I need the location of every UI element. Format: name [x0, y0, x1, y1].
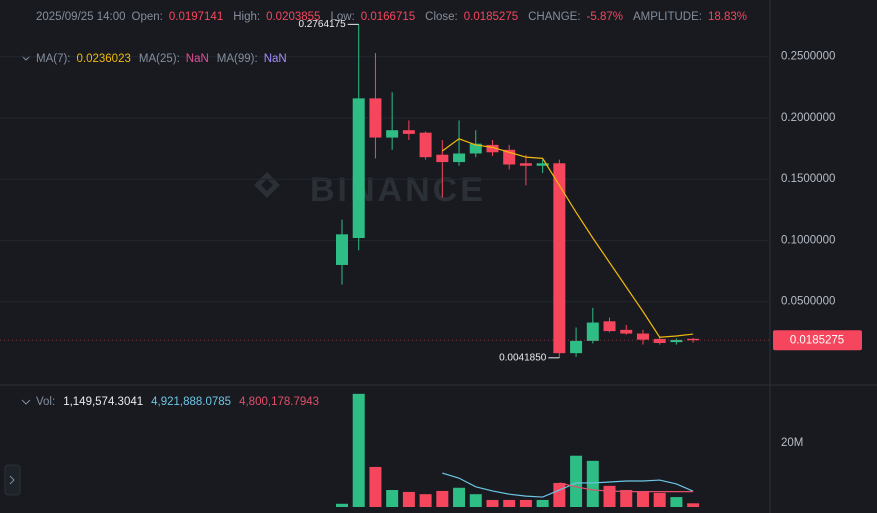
candle-body	[653, 338, 666, 343]
volume-bar	[519, 499, 532, 507]
volume-bar	[503, 499, 516, 507]
volume-bar	[486, 499, 499, 507]
volume-bar	[620, 490, 633, 507]
legend-name: MA(99):	[217, 53, 258, 65]
header-value: 0.0166715	[360, 11, 416, 23]
candle-body	[402, 130, 415, 134]
ma-toggle[interactable]	[21, 55, 31, 61]
candle-body	[536, 163, 549, 166]
volume-bar	[352, 393, 365, 507]
legend-name: MA(7):	[36, 53, 71, 65]
candle-body	[570, 340, 583, 354]
y-tick-label: 20M	[781, 437, 803, 449]
header-value: 0.0203855	[266, 11, 321, 23]
legend-value: 4,921,888.0785	[151, 396, 231, 408]
legend-name: MA(25):	[139, 53, 180, 65]
candle-body	[352, 98, 365, 239]
volume-bar	[336, 503, 348, 507]
candle-body	[586, 322, 599, 341]
volume-bar	[536, 499, 549, 507]
candle-body	[453, 153, 466, 163]
legend-value: 1,149,574.3041	[63, 396, 143, 408]
watermark-logo	[254, 172, 280, 198]
volume-bar	[369, 466, 382, 507]
candle-body	[670, 339, 683, 343]
header-value: 18.83%	[707, 11, 747, 23]
volume-bar	[402, 491, 415, 507]
volume-bar	[687, 503, 700, 507]
volume-bar	[570, 455, 583, 507]
last-price-label: 0.0185275	[790, 334, 844, 346]
header-label: Open:	[131, 11, 163, 23]
legend-value: NaN	[186, 53, 209, 65]
side-tab[interactable]	[4, 464, 21, 496]
volume-bar	[670, 497, 683, 507]
legend-name: Vol:	[36, 396, 55, 408]
ma-line	[441, 138, 694, 338]
header-label: Close:	[425, 11, 458, 23]
legend-value: 4,800,178.7943	[239, 396, 319, 408]
volume-ma-line	[559, 482, 694, 493]
legend-value: 0.0236023	[77, 53, 131, 65]
candle-body	[603, 321, 616, 332]
header-label: High:	[233, 11, 261, 23]
volume-bar	[453, 487, 466, 507]
y-tick-label: 0.0500000	[781, 296, 835, 308]
y-tick-label: 0.2500000	[781, 51, 835, 63]
volume-bar	[653, 492, 666, 507]
header-time: 2025/09/25 14:00	[36, 11, 126, 23]
candle-body	[419, 132, 432, 158]
header-label: Low:	[330, 11, 355, 23]
header-label: AMPLITUDE:	[632, 11, 702, 23]
y-tick-label: 0.1500000	[781, 173, 835, 185]
vol-toggle[interactable]	[21, 399, 31, 405]
volume-bar	[553, 482, 566, 507]
y-tick-label: 0.1000000	[781, 234, 835, 246]
candle-body	[336, 234, 348, 265]
candle-body	[620, 329, 633, 334]
header-value: -5.87%	[586, 11, 623, 23]
volume-bar	[386, 490, 399, 507]
side-tab-arrow	[9, 475, 15, 485]
candle-body	[687, 338, 700, 341]
candle-body	[469, 143, 482, 154]
ohlc-header: 2025/09/25 14:00 Open: 0.0197141 High: 0.020…	[36, 9, 756, 26]
volume-bar	[419, 494, 432, 507]
candle-body	[386, 130, 399, 138]
header-label: CHANGE:	[528, 11, 581, 23]
candle-body	[636, 333, 649, 340]
candle-body	[553, 163, 566, 354]
max-label: 0.2764175	[298, 19, 346, 30]
candle-body	[486, 144, 499, 153]
y-tick-label: 0.2000000	[781, 112, 835, 124]
min-label: 0.0041850	[499, 352, 547, 363]
volume-bar	[436, 490, 449, 507]
candle-body	[519, 163, 532, 166]
candle-body	[436, 154, 449, 163]
legend-value: NaN	[264, 53, 287, 65]
volume-ma-line	[442, 472, 694, 498]
candle-body	[369, 98, 382, 138]
header-value: 0.0197141	[168, 11, 224, 23]
volume-bar	[469, 494, 482, 507]
watermark: BINANCE	[310, 171, 486, 209]
volume-bar	[603, 485, 616, 507]
last-price-tag	[773, 330, 862, 351]
volume-bar	[586, 460, 599, 507]
volume-bar	[636, 490, 649, 507]
header-value: 0.0185275	[463, 11, 519, 23]
